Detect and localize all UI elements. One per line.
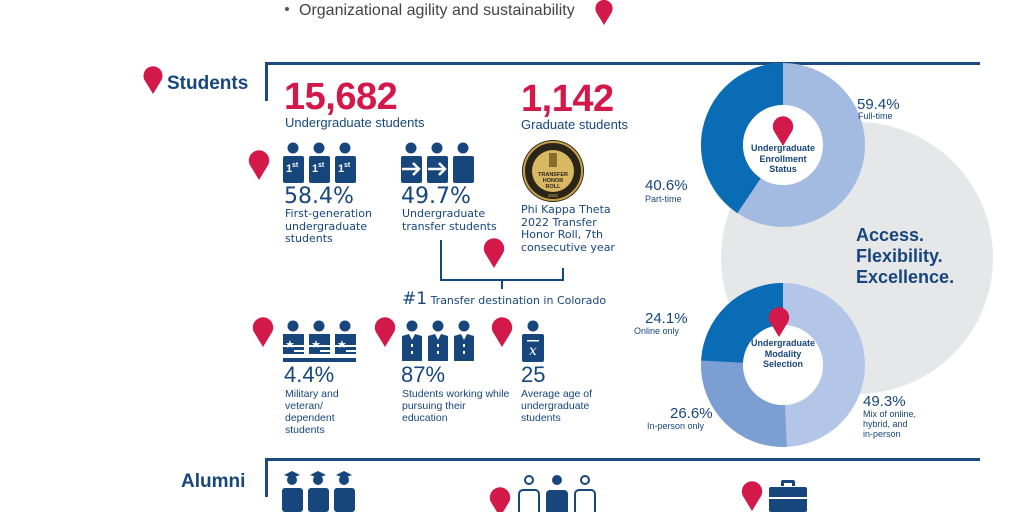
average-age-label: Average age of undergraduate students bbox=[521, 388, 593, 424]
military-pct: 4.4% bbox=[284, 362, 335, 387]
svg-text:1: 1 bbox=[286, 163, 292, 175]
inperson-label: In-person only bbox=[647, 421, 705, 431]
inperson-pct: 26.6% bbox=[670, 405, 713, 422]
graduate-count: 1,142 bbox=[521, 78, 614, 120]
svg-text:★: ★ bbox=[337, 338, 347, 351]
location-pin-icon[interactable] bbox=[248, 150, 270, 180]
working-pct: 87% bbox=[401, 362, 446, 387]
alumni-network-icon bbox=[518, 475, 596, 512]
online-pct: 24.1% bbox=[645, 310, 688, 327]
undergrad-label: Undergraduate students bbox=[285, 115, 425, 130]
working-students-icon bbox=[402, 320, 474, 361]
svg-text:st: st bbox=[318, 162, 325, 169]
transfer-rank: #1 Transfer destination in Colorado bbox=[402, 289, 606, 309]
connector-line bbox=[501, 280, 503, 289]
parttime-label: Part-time bbox=[645, 194, 682, 204]
online-segment bbox=[701, 283, 865, 447]
graduate-label: Graduate students bbox=[521, 117, 628, 132]
svg-text:TRANSFER: TRANSFER bbox=[538, 172, 568, 178]
parttime-segment bbox=[701, 63, 865, 227]
mix-pct: 49.3% bbox=[863, 393, 906, 410]
location-pin-icon[interactable] bbox=[252, 317, 274, 347]
section-title-alumni: Alumni bbox=[181, 471, 246, 492]
average-age-icon: x bbox=[522, 320, 544, 362]
location-pin-icon[interactable] bbox=[143, 66, 163, 94]
working-label: Students working while pursuing their ed… bbox=[402, 388, 510, 424]
military-veteran-icon: ★ ★ ★ bbox=[283, 320, 356, 362]
fulltime-pct: 59.4% bbox=[857, 96, 900, 113]
rank-number: #1 bbox=[402, 289, 428, 309]
location-pin-icon[interactable] bbox=[491, 317, 513, 347]
rank-label: Transfer destination in Colorado bbox=[430, 294, 607, 307]
modality-selection-donut-chart bbox=[701, 283, 865, 447]
location-pin-icon[interactable] bbox=[741, 481, 763, 511]
transfer-honor-roll-badge: TRANSFER HONOR ROLL 2022 bbox=[522, 140, 584, 202]
enrollment-status-donut-chart bbox=[701, 63, 865, 227]
connector-line bbox=[562, 268, 564, 281]
online-label: Online only bbox=[634, 326, 680, 336]
enrollment-chart-title: Undergraduate Enrollment Status bbox=[750, 143, 815, 174]
fulltime-label: Full-time bbox=[858, 111, 893, 121]
section-title-students: Students bbox=[167, 73, 249, 94]
section-frame bbox=[265, 63, 268, 101]
tagline: Access. Flexibility. Excellence. bbox=[856, 225, 955, 287]
location-pin-icon[interactable] bbox=[594, 0, 614, 25]
location-pin-icon[interactable] bbox=[772, 116, 794, 146]
svg-text:st: st bbox=[344, 162, 351, 169]
svg-text:x: x bbox=[529, 343, 537, 359]
bullet-text: Organizational agility and sustainabilit… bbox=[299, 2, 575, 19]
first-gen-pct: 58.4% bbox=[284, 184, 354, 209]
bullet-item: Organizational agility and sustainabilit… bbox=[285, 2, 575, 20]
transfer-students-icon bbox=[401, 142, 474, 183]
svg-text:HONOR: HONOR bbox=[543, 178, 564, 184]
graduates-icon bbox=[282, 471, 355, 512]
first-gen-label: First-generation undergraduate students bbox=[285, 207, 372, 245]
svg-text:★: ★ bbox=[285, 338, 295, 351]
connector-line bbox=[440, 240, 442, 280]
location-pin-icon[interactable] bbox=[374, 317, 396, 347]
transfer-pct: 49.7% bbox=[401, 184, 471, 209]
briefcase-icon bbox=[769, 480, 807, 512]
modality-chart-title: Undergraduate Modality Selection bbox=[750, 338, 815, 369]
svg-text:2022: 2022 bbox=[548, 193, 559, 198]
svg-text:1: 1 bbox=[338, 163, 344, 175]
svg-text:★: ★ bbox=[311, 338, 321, 351]
honor-roll-label: Phi Kappa Theta 2022 Transfer Honor Roll… bbox=[521, 203, 615, 254]
parttime-pct: 40.6% bbox=[645, 177, 688, 194]
svg-text:ROLL: ROLL bbox=[546, 184, 562, 190]
average-age-value: 25 bbox=[521, 362, 546, 387]
section-divider bbox=[265, 62, 980, 65]
undergrad-count: 15,682 bbox=[284, 76, 398, 118]
location-pin-icon[interactable] bbox=[489, 487, 511, 512]
bullet-dot bbox=[285, 7, 289, 12]
military-label: Military and veteran/ dependent students bbox=[285, 388, 339, 436]
section-divider bbox=[265, 458, 980, 461]
location-pin-icon[interactable] bbox=[768, 307, 790, 337]
mix-label: Mix of online, hybrid, and in-person bbox=[863, 409, 917, 439]
transfer-label: Undergraduate transfer students bbox=[402, 207, 497, 233]
section-frame bbox=[265, 459, 268, 497]
location-pin-icon[interactable] bbox=[483, 238, 505, 268]
svg-text:1: 1 bbox=[312, 163, 318, 175]
svg-text:st: st bbox=[292, 162, 299, 169]
